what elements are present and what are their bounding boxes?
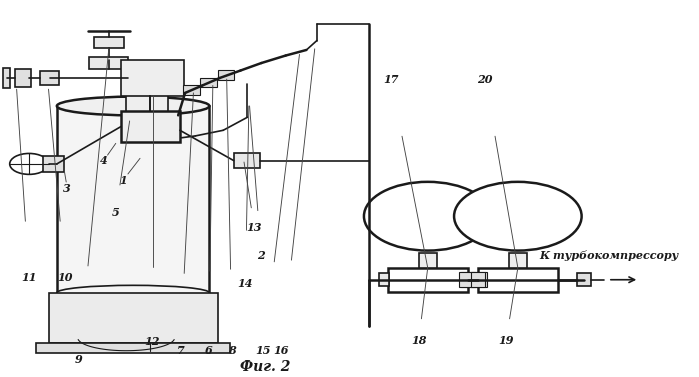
- Text: 4: 4: [100, 155, 108, 166]
- Bar: [473, 272, 487, 287]
- Bar: [15, 69, 31, 87]
- Text: 3: 3: [64, 183, 71, 194]
- Bar: [127, 80, 168, 113]
- Bar: [3, 67, 10, 89]
- Text: К турбокомпрессору: К турбокомпрессору: [540, 250, 679, 261]
- Bar: [201, 78, 217, 87]
- Text: 8: 8: [229, 345, 236, 356]
- Text: 7: 7: [176, 345, 184, 356]
- Bar: [122, 60, 184, 96]
- Text: 6: 6: [205, 345, 212, 356]
- Bar: [459, 272, 473, 287]
- Text: 11: 11: [22, 272, 37, 284]
- Text: 20: 20: [477, 74, 493, 85]
- Text: 1: 1: [119, 175, 127, 186]
- Bar: [217, 70, 234, 80]
- Bar: [48, 293, 217, 343]
- Text: 10: 10: [57, 272, 73, 284]
- Bar: [43, 156, 64, 172]
- Bar: [40, 71, 59, 85]
- Bar: [233, 153, 260, 168]
- Text: 13: 13: [247, 222, 262, 233]
- Bar: [470, 272, 484, 287]
- Circle shape: [454, 182, 582, 251]
- Bar: [89, 57, 128, 69]
- Text: 19: 19: [498, 335, 514, 346]
- Text: 5: 5: [112, 207, 120, 218]
- Bar: [477, 268, 558, 292]
- Bar: [379, 273, 389, 287]
- Bar: [183, 85, 200, 95]
- Ellipse shape: [57, 285, 210, 300]
- Bar: [387, 268, 468, 292]
- Bar: [577, 273, 591, 287]
- Text: 16: 16: [274, 345, 289, 356]
- Circle shape: [10, 153, 48, 175]
- Circle shape: [364, 182, 491, 251]
- Bar: [419, 253, 437, 268]
- Ellipse shape: [57, 97, 210, 115]
- Text: 18: 18: [411, 335, 426, 346]
- Text: 15: 15: [256, 345, 271, 356]
- Bar: [94, 37, 124, 48]
- Text: Фиг. 2: Фиг. 2: [240, 360, 290, 374]
- Text: 17: 17: [383, 74, 398, 85]
- Text: 2: 2: [257, 250, 265, 261]
- Bar: [36, 343, 230, 352]
- Text: 14: 14: [238, 278, 253, 289]
- Bar: [509, 253, 527, 268]
- Text: 9: 9: [75, 354, 83, 365]
- Bar: [57, 106, 210, 293]
- Bar: [461, 272, 475, 287]
- Bar: [121, 111, 180, 143]
- Text: 12: 12: [145, 336, 160, 347]
